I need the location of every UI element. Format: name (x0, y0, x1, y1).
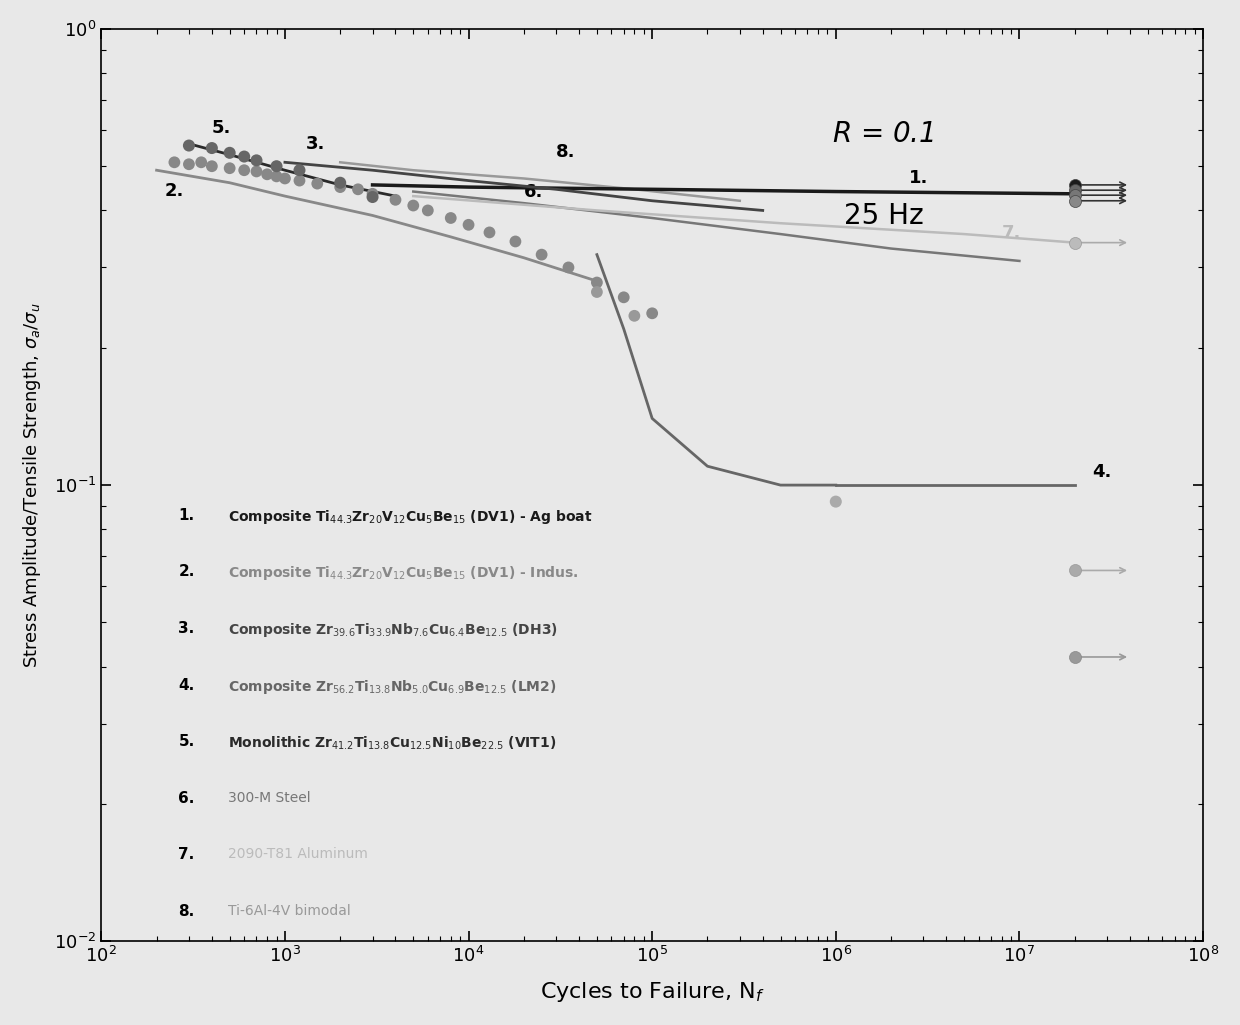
Point (1065, 187, 1085, 203)
Point (165, 154, 185, 170)
Text: 300-M Steel: 300-M Steel (228, 790, 311, 805)
Point (506, 234, 526, 250)
Point (247, 163, 267, 179)
Point (587, 275, 606, 291)
Point (257, 166, 277, 182)
Text: 1.: 1. (179, 508, 195, 523)
Point (1065, 649, 1085, 665)
Point (459, 216, 479, 233)
Point (191, 154, 211, 170)
Text: 8.: 8. (557, 142, 575, 161)
Point (1065, 563, 1085, 579)
Text: 8.: 8. (179, 904, 195, 918)
Point (247, 152, 267, 168)
Point (480, 224, 500, 241)
Point (330, 174, 350, 191)
Point (267, 158, 286, 174)
Point (234, 149, 254, 165)
Point (290, 162, 310, 178)
Text: Composite Zr$_{39.6}$Ti$_{33.9}$Nb$_{7.6}$Cu$_{6.4}$Be$_{12.5}$ (DH3): Composite Zr$_{39.6}$Ti$_{33.9}$Nb$_{7.6… (228, 621, 558, 639)
Point (418, 202, 438, 218)
Point (1065, 235, 1085, 251)
Text: 2090-T81 Aluminum: 2090-T81 Aluminum (228, 848, 368, 861)
Point (362, 189, 382, 205)
Point (290, 172, 310, 189)
Point (179, 156, 198, 172)
Point (275, 170, 295, 187)
Text: Composite Ti$_{44.3}$Zr$_{20}$V$_{12}$Cu$_5$Be$_{15}$ (DV1) - Indus.: Composite Ti$_{44.3}$Zr$_{20}$V$_{12}$Cu… (228, 565, 579, 582)
Point (532, 246, 552, 262)
Point (267, 168, 286, 184)
Text: 6.: 6. (179, 790, 195, 806)
Text: Composite Zr$_{56.2}$Ti$_{13.8}$Nb$_{5.0}$Cu$_{6.9}$Be$_{12.5}$ (LM2): Composite Zr$_{56.2}$Ti$_{13.8}$Nb$_{5.0… (228, 678, 557, 696)
Text: 7.: 7. (179, 848, 195, 862)
Text: $R$ = 0.1: $R$ = 0.1 (832, 120, 935, 149)
X-axis label: Cycles to Failure, N$_f$: Cycles to Failure, N$_f$ (539, 980, 765, 1004)
Point (642, 305, 662, 322)
Point (614, 289, 634, 305)
Point (403, 198, 423, 214)
Point (219, 145, 239, 161)
Point (1065, 182, 1085, 199)
Text: 6.: 6. (523, 183, 543, 201)
Text: Composite Ti$_{44.3}$Zr$_{20}$V$_{12}$Cu$_5$Be$_{15}$ (DV1) - Ag boat: Composite Ti$_{44.3}$Zr$_{20}$V$_{12}$Cu… (228, 508, 593, 526)
Point (558, 259, 578, 276)
Text: 3.: 3. (179, 621, 195, 637)
Point (202, 139, 222, 156)
Text: 7.: 7. (1002, 224, 1021, 242)
Point (179, 137, 198, 154)
Text: 5.: 5. (179, 734, 195, 749)
Point (219, 160, 239, 176)
Point (1065, 193, 1085, 209)
Point (441, 210, 461, 227)
Text: 4.: 4. (179, 678, 195, 693)
Text: 1.: 1. (909, 169, 929, 187)
Y-axis label: Stress Amplitude/Tensile Strength, $\sigma_a$/$\sigma_u$: Stress Amplitude/Tensile Strength, $\sig… (21, 302, 43, 668)
Point (330, 179, 350, 196)
Text: Ti-6Al-4V bimodal: Ti-6Al-4V bimodal (228, 904, 351, 918)
Point (1065, 176, 1085, 193)
Text: 5.: 5. (212, 120, 231, 137)
Point (308, 175, 327, 192)
Text: 25 Hz: 25 Hz (843, 202, 924, 231)
Text: 3.: 3. (306, 135, 325, 153)
Point (386, 192, 405, 208)
Text: 2.: 2. (164, 182, 184, 200)
Text: Monolithic Zr$_{41.2}$Ti$_{13.8}$Cu$_{12.5}$Ni$_{10}$Be$_{22.5}$ (VIT1): Monolithic Zr$_{41.2}$Ti$_{13.8}$Cu$_{12… (228, 734, 557, 751)
Point (362, 186, 382, 202)
Point (348, 181, 368, 198)
Point (202, 158, 222, 174)
Point (587, 284, 606, 300)
Point (234, 162, 254, 178)
Text: 2.: 2. (179, 565, 195, 579)
Point (826, 493, 846, 509)
Text: 4.: 4. (1092, 463, 1112, 482)
Point (625, 308, 645, 324)
